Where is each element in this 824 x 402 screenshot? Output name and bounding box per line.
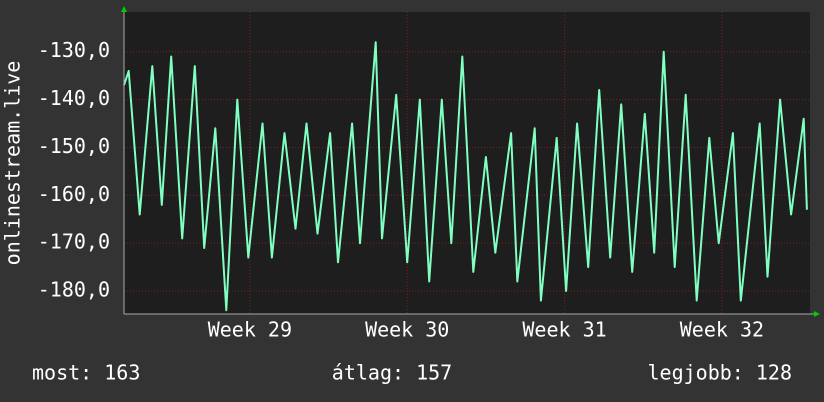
y-tick-label: -130,0 [38, 38, 110, 62]
x-arrow [814, 311, 820, 317]
y-tick-label: -150,0 [38, 134, 110, 158]
y-arrow [121, 6, 127, 12]
y-tick-label: -140,0 [38, 86, 110, 110]
data-line [123, 41, 808, 312]
x-tick-label: Week 32 [680, 318, 764, 342]
x-tick-label: Week 31 [522, 318, 606, 342]
y-tick-label: -170,0 [38, 230, 110, 254]
footer-current: most: 163 [32, 361, 140, 385]
x-tick-label: Week 30 [365, 318, 449, 342]
y-tick-label: -160,0 [38, 182, 110, 206]
footer-average: átlag: 157 [332, 361, 452, 385]
x-tick-label: Week 29 [208, 318, 292, 342]
y-tick-label: -180,0 [38, 278, 110, 302]
y-axis-label: onlinestream.live [1, 61, 25, 266]
footer-best: legjobb: 128 [648, 361, 793, 385]
